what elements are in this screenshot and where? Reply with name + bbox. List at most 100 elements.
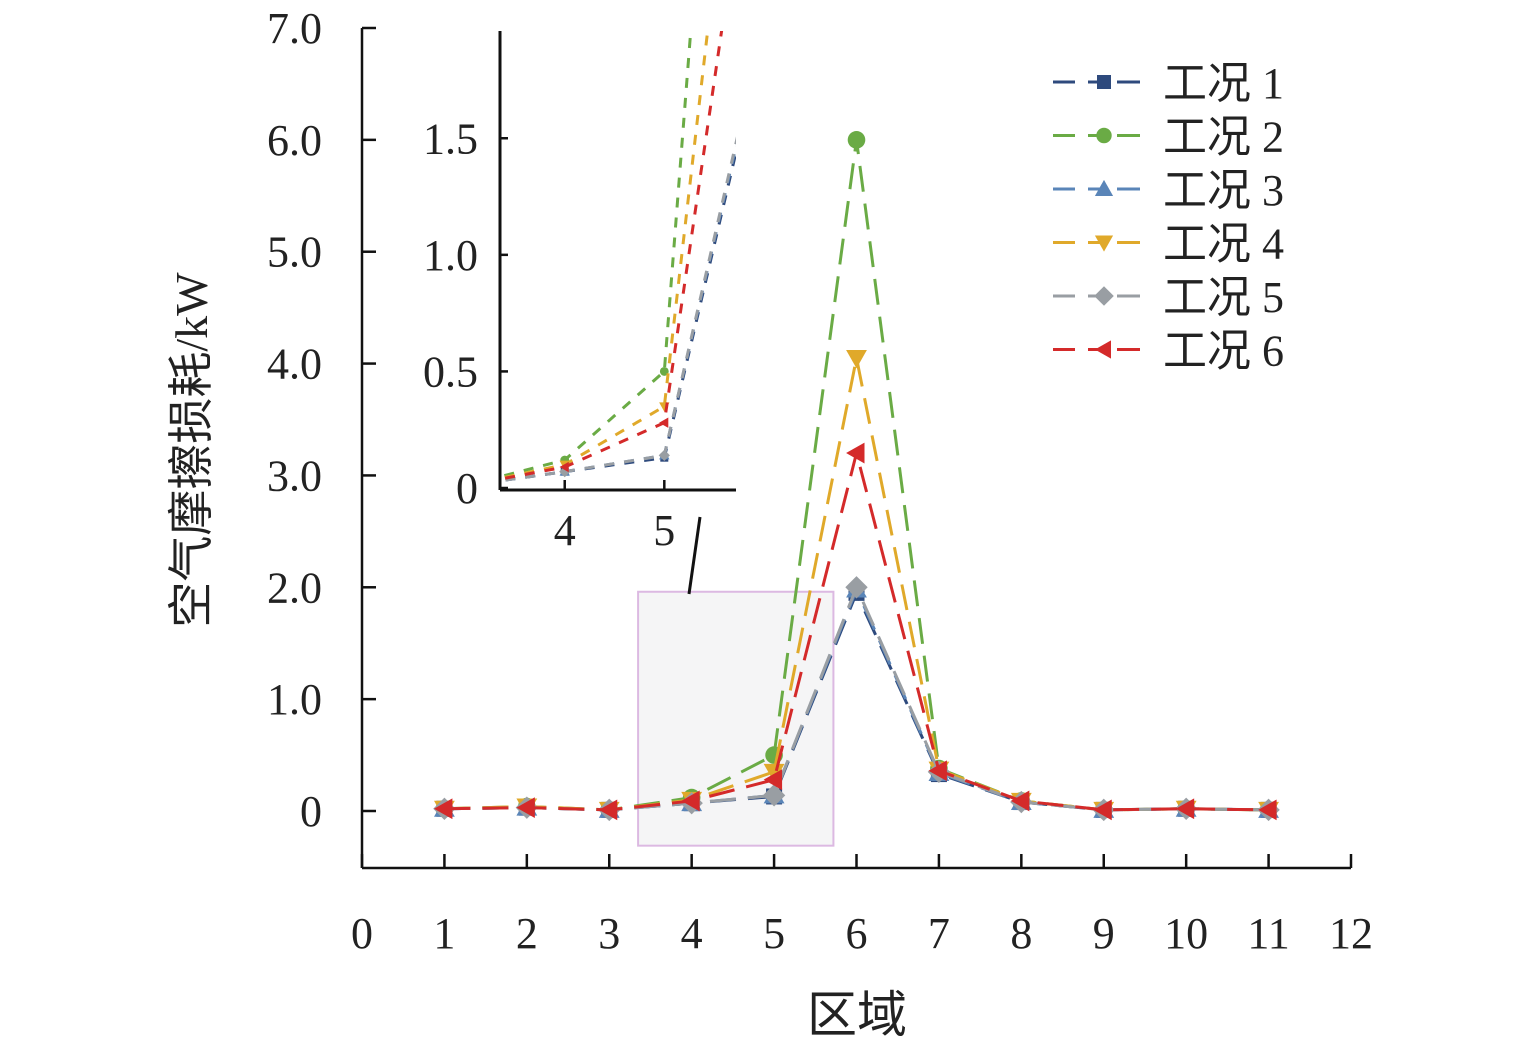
series-5: [433, 576, 1280, 822]
inset-data-point: [1258, 482, 1266, 490]
inset-y-tick-label: 1.0: [423, 231, 478, 280]
data-point: [434, 798, 453, 820]
series-line: [444, 583, 1269, 812]
legend-marker: [1096, 127, 1112, 144]
legend-marker: [1094, 179, 1114, 196]
inset-x-tick-label: 5: [653, 506, 675, 555]
series-line: [444, 585, 1269, 812]
y-tick-label: 0: [300, 787, 322, 836]
inset-series-line: [500, 31, 724, 481]
y-tick-label: 3.0: [267, 451, 322, 500]
inset-data-point: [1158, 479, 1166, 487]
inset-data-point: [958, 462, 967, 472]
data-point: [847, 131, 866, 149]
legend-label: 工况 5: [1163, 273, 1284, 322]
data-point: [762, 784, 786, 807]
legend-marker: [1094, 286, 1114, 306]
y-tick-label: 4.0: [267, 340, 322, 389]
inset-series-4: [500, 31, 1167, 491]
inset-data-point: [1157, 478, 1168, 489]
y-tick-label: 2.0: [267, 563, 322, 612]
x-tick-label: 9: [1093, 909, 1115, 958]
legend-marker: [1094, 340, 1111, 359]
data-point: [681, 790, 700, 812]
legend-marker: [1097, 75, 1111, 89]
inset-data-point: [1157, 478, 1166, 488]
inset-data-point: [559, 466, 571, 478]
inset-y-tick-label: 0: [456, 464, 478, 513]
legend-item-3: 工况 3: [1053, 166, 1284, 215]
inset-data-point: [760, 29, 768, 37]
x-tick-label: 10: [1164, 909, 1208, 958]
y-tick-label: 1.0: [267, 675, 322, 724]
inset-y-tick-label: 1.5: [423, 114, 478, 163]
zoom-region-box: [637, 516, 835, 847]
zoom-region-rect: [637, 590, 835, 847]
inset-data-point: [1058, 481, 1067, 490]
inset-chart: 0 0.5 1.0 1.5 4 5: [423, 16, 1267, 555]
inset-data-point: [559, 461, 569, 473]
data-point: [846, 349, 867, 369]
x-tick-label: 4: [681, 909, 703, 958]
inset-data-point: [1158, 479, 1167, 488]
x-tick-label: 3: [598, 909, 620, 958]
data-point: [846, 442, 865, 464]
inset-data-point: [1257, 480, 1266, 490]
inset-y-tick-label: 0.5: [423, 347, 478, 396]
inset-data-point: [1257, 480, 1267, 489]
inset-series-1: [500, 29, 1266, 490]
x-tick-label: 1: [433, 909, 455, 958]
legend-item-4: 工况 4: [1053, 220, 1284, 269]
y-tick-label: 7.0: [267, 4, 322, 53]
series-6: [434, 442, 1277, 821]
legend-label: 工况 1: [1163, 59, 1284, 108]
x-tick-label: 2: [516, 909, 538, 958]
legend-item-1: 工况 1: [1053, 59, 1284, 108]
data-point: [763, 763, 785, 783]
inset-data-point: [658, 449, 670, 461]
data-point: [1010, 790, 1030, 812]
inset-data-point: [759, 21, 769, 30]
inset-series-line: [500, 145, 736, 483]
inset-series-2: [500, 31, 1167, 490]
main-series: [433, 131, 1280, 822]
inset-data-point: [958, 463, 968, 472]
x-tick-label: 7: [928, 909, 950, 958]
x-tick-label: 8: [1010, 909, 1032, 958]
inset-data-point: [1057, 482, 1067, 491]
inset-series-5: [500, 16, 1168, 491]
inset-series-line: [500, 31, 693, 479]
x-tick-label: 0: [351, 909, 373, 958]
inset-series-line: [500, 31, 710, 480]
inset-data-point: [758, 16, 769, 27]
x-tick-label: 6: [846, 909, 868, 958]
data-point: [845, 576, 868, 599]
inset-data-point: [1057, 480, 1066, 490]
y-tick-label: 6.0: [267, 116, 322, 165]
inset-data-point: [659, 417, 669, 428]
data-point: [1093, 799, 1112, 821]
inset-data-point: [1157, 478, 1167, 487]
data-point: [928, 760, 947, 782]
inset-series-6: [500, 31, 1266, 490]
data-point: [598, 799, 618, 821]
data-point: [763, 769, 783, 791]
legend-item-2: 工况 2: [1053, 113, 1284, 162]
inset-series-line: [500, 136, 736, 483]
inset-data-point: [1057, 480, 1068, 491]
legend-label: 工况 6: [1163, 327, 1284, 376]
data-point: [1258, 799, 1277, 821]
x-tick-label: 11: [1247, 909, 1289, 958]
inset-data-point: [1157, 479, 1167, 488]
inset-data-point: [959, 463, 968, 472]
data-point: [516, 797, 535, 819]
inset-data-point: [1057, 480, 1067, 489]
legend-label: 工况 2: [1163, 113, 1284, 162]
inset-data-point: [957, 464, 968, 475]
inset-data-point: [659, 367, 669, 376]
x-tick-label: 12: [1329, 909, 1373, 958]
main-axes: 01.02.03.04.05.06.07.00 1 2 3 4 5 6 7 8 9 10 11 12: [267, 4, 1373, 958]
data-point: [1175, 798, 1195, 820]
series-3: [434, 579, 1279, 818]
